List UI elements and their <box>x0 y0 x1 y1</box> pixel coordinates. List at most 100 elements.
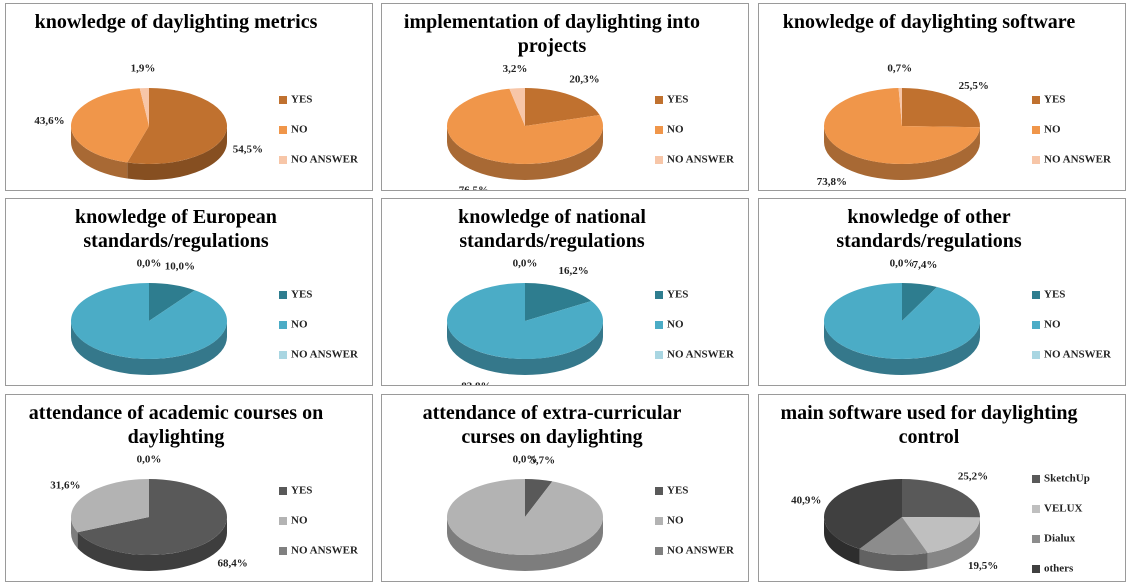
legend-swatch <box>1032 291 1040 299</box>
chart-panel: 25,5% 73,8% 0,7% YES NO NO ANSWER knowledge of… <box>758 3 1126 191</box>
data-label: 19,5% <box>968 560 998 572</box>
data-label: 1,9% <box>131 63 156 75</box>
chart-panel: 25,2%19,5%14,5%40,9%SketchUpVELUXDialuxo… <box>758 394 1126 582</box>
pie-slice <box>70 283 227 359</box>
data-label: 83,8% <box>461 380 491 385</box>
pie-side <box>927 517 980 569</box>
legend-swatch <box>1032 126 1040 134</box>
legend-swatch <box>655 487 663 495</box>
legend-label: NO ANSWER <box>1044 349 1112 361</box>
data-label: 10,0% <box>165 260 195 272</box>
legend-label: YES <box>291 94 312 106</box>
legend-label: NO <box>291 319 308 331</box>
pie-slice <box>447 479 603 555</box>
legend-swatch <box>655 291 663 299</box>
legend-swatch <box>279 487 287 495</box>
data-label: 31,6% <box>50 479 80 491</box>
legend-swatch <box>655 351 663 359</box>
data-label: 20,3% <box>569 74 599 86</box>
chart-title: main software used for daylighting contr… <box>780 402 1078 448</box>
legend-swatch <box>1032 475 1040 483</box>
legend-swatch <box>279 351 287 359</box>
chart-panel: 20,3% 76,5% 3,2% YES NO NO ANSWER implementati… <box>381 3 749 191</box>
pie-slice <box>859 517 928 555</box>
data-label: 40,9% <box>791 494 821 506</box>
chart-title: attendance of academic courses on daylig… <box>28 402 324 448</box>
pie-chart: 54,5% 43,6% 1,9% YES NO NO ANSWER <box>34 63 359 180</box>
legend-label: YES <box>667 485 688 497</box>
legend-swatch <box>279 126 287 134</box>
chart-title: knowledge of daylighting software <box>782 11 1076 33</box>
legend-label: YES <box>291 485 312 497</box>
pie-side <box>824 517 860 565</box>
legend-swatch <box>279 517 287 525</box>
legend-swatch <box>1032 351 1040 359</box>
chart-panel: 16,2% 83,8% 0,0% YES NO NO ANSWER knowledge of… <box>381 198 749 386</box>
legend-label: NO <box>667 515 684 527</box>
legend-label: NO <box>1044 319 1061 331</box>
chart-title: knowledge of national standards/regulati… <box>458 206 646 252</box>
pie-slice <box>902 283 937 321</box>
legend-swatch <box>1032 535 1040 543</box>
pie-side <box>859 548 928 571</box>
pie-side <box>77 517 227 571</box>
data-label: 3,2% <box>503 63 528 75</box>
legend-swatch <box>1032 565 1040 573</box>
pie-side <box>127 126 227 180</box>
data-label: 16,2% <box>559 265 589 277</box>
data-label: 0,0% <box>137 454 162 466</box>
legend-swatch <box>655 126 663 134</box>
pie-slice <box>525 479 553 517</box>
chart-title: knowledge of daylighting metrics <box>34 11 318 33</box>
legend-label: NO ANSWER <box>667 154 735 166</box>
pie-slice <box>70 88 149 163</box>
data-label: 43,6% <box>34 115 64 127</box>
pie-slice <box>127 88 227 164</box>
pie-slice <box>509 88 525 126</box>
data-label: 0,0% <box>513 258 538 270</box>
legend-label: NO ANSWER <box>291 154 359 166</box>
legend-label: NO <box>667 124 684 136</box>
data-label: 54,5% <box>233 144 263 156</box>
pie-side <box>447 321 603 375</box>
data-label: 7,4% <box>913 259 938 271</box>
legend-label: NO ANSWER <box>667 545 735 557</box>
pie-side <box>71 321 227 375</box>
pie-slice <box>139 88 149 126</box>
pie-slice <box>447 88 603 165</box>
legend-swatch <box>279 96 287 104</box>
chart-title: implementation of daylighting into proje… <box>403 11 701 57</box>
legend-label: SketchUp <box>1044 473 1090 485</box>
pie-side <box>71 126 128 179</box>
data-label: 76,5% <box>459 185 489 190</box>
legend-swatch <box>1032 505 1040 513</box>
legend-swatch <box>655 156 663 164</box>
data-label: 0,0% <box>890 258 915 270</box>
pie-slice <box>71 479 149 533</box>
pie-chart: 20,3% 76,5% 3,2% YES NO NO ANSWER <box>447 63 735 190</box>
pie-chart: 25,5% 73,8% 0,7% YES NO NO ANSWER <box>817 63 1112 189</box>
pie-slice <box>77 479 228 555</box>
legend-swatch <box>1032 156 1040 164</box>
legend-swatch <box>655 517 663 525</box>
pie-slice <box>525 88 600 126</box>
legend-label: NO ANSWER <box>1044 154 1112 166</box>
legend-label: NO ANSWER <box>291 545 359 557</box>
legend-label: YES <box>667 289 688 301</box>
pie-slice <box>902 517 980 553</box>
pie-side <box>824 321 980 375</box>
legend-label: NO <box>291 124 308 136</box>
data-label: 0,0% <box>137 258 162 270</box>
pie-side <box>447 126 603 180</box>
legend-swatch <box>655 547 663 555</box>
pie-slice <box>149 283 195 321</box>
data-label: 25,5% <box>959 80 989 92</box>
legend-label: YES <box>291 289 312 301</box>
data-label: 0,0% <box>513 454 538 466</box>
